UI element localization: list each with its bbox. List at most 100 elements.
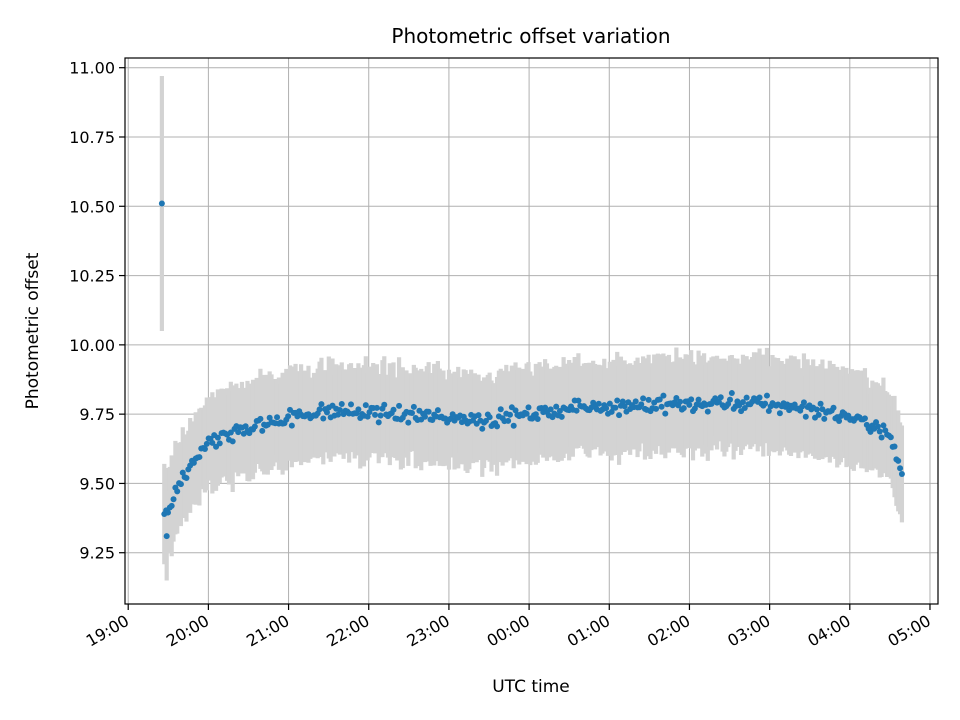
data-point bbox=[762, 400, 769, 407]
data-point bbox=[743, 394, 750, 401]
data-point bbox=[512, 407, 519, 414]
data-point bbox=[486, 414, 493, 421]
data-point bbox=[285, 413, 292, 420]
data-point bbox=[704, 408, 711, 415]
data-point bbox=[479, 425, 486, 432]
data-point bbox=[656, 396, 663, 403]
data-point bbox=[336, 406, 343, 413]
data-point bbox=[323, 409, 330, 416]
data-point bbox=[612, 404, 619, 411]
data-point bbox=[532, 411, 539, 418]
data-point bbox=[836, 417, 843, 424]
data-point bbox=[800, 399, 807, 406]
data-point bbox=[802, 413, 809, 420]
data-point bbox=[813, 406, 820, 413]
data-point bbox=[259, 427, 266, 434]
data-point bbox=[505, 417, 512, 424]
data-point bbox=[688, 396, 695, 403]
data-point bbox=[653, 405, 660, 412]
data-point bbox=[274, 414, 281, 421]
y-axis-ticks: 9.25 9.50 9.75 10.00 10.25 10.50 10.75 11.00 bbox=[69, 59, 125, 563]
data-point bbox=[638, 401, 645, 408]
data-point bbox=[288, 422, 295, 429]
data-point bbox=[726, 396, 733, 403]
data-point bbox=[410, 403, 417, 410]
data-point bbox=[595, 400, 602, 407]
plot-frame bbox=[124, 57, 939, 605]
y-tick-label: 10.00 bbox=[69, 336, 115, 355]
data-point bbox=[158, 200, 165, 207]
data-point bbox=[815, 411, 822, 418]
data-point bbox=[874, 423, 881, 430]
y-tick-label: 9.50 bbox=[79, 474, 115, 493]
data-point bbox=[821, 415, 828, 422]
data-point bbox=[497, 406, 504, 413]
data-point bbox=[209, 439, 216, 446]
data-point bbox=[381, 401, 388, 408]
data-point bbox=[174, 488, 181, 495]
data-point bbox=[575, 397, 582, 404]
data-point bbox=[320, 415, 327, 422]
data-point bbox=[183, 475, 190, 482]
data-point bbox=[482, 417, 489, 424]
data-point bbox=[434, 407, 441, 414]
data-point bbox=[421, 413, 428, 420]
chart-title: Photometric offset variation bbox=[391, 24, 670, 48]
y-tick-label: 9.25 bbox=[79, 544, 115, 563]
data-point bbox=[765, 408, 772, 415]
data-point bbox=[776, 410, 783, 417]
y-axis-label: Photometric offset bbox=[23, 252, 43, 409]
data-point bbox=[880, 422, 887, 429]
data-point bbox=[614, 397, 621, 404]
data-point bbox=[405, 419, 412, 426]
data-point bbox=[616, 412, 623, 419]
data-point bbox=[168, 502, 175, 509]
data-point bbox=[377, 412, 384, 419]
data-point bbox=[686, 401, 693, 408]
data-point bbox=[662, 410, 669, 417]
data-point bbox=[573, 407, 580, 414]
data-point bbox=[203, 440, 210, 447]
data-point bbox=[756, 394, 763, 401]
data-points bbox=[158, 200, 905, 540]
data-point bbox=[673, 394, 680, 401]
data-point bbox=[164, 509, 171, 516]
data-point bbox=[542, 404, 549, 411]
x-gridlines bbox=[127, 58, 931, 604]
data-point bbox=[763, 392, 770, 399]
y-tick-label: 10.75 bbox=[69, 128, 115, 147]
data-point bbox=[373, 404, 380, 411]
plot-area bbox=[125, 58, 938, 604]
data-point bbox=[201, 445, 208, 452]
data-point bbox=[660, 392, 667, 399]
data-point bbox=[861, 415, 868, 422]
data-point bbox=[163, 533, 170, 540]
data-point bbox=[266, 414, 273, 421]
data-point bbox=[534, 415, 541, 422]
data-point bbox=[739, 399, 746, 406]
data-point bbox=[355, 406, 362, 413]
data-point bbox=[525, 404, 532, 411]
data-point bbox=[242, 423, 249, 430]
data-point bbox=[396, 402, 403, 409]
data-point bbox=[362, 402, 369, 409]
y-tick-label: 11.00 bbox=[69, 59, 115, 78]
data-point bbox=[229, 438, 236, 445]
data-point bbox=[227, 429, 234, 436]
data-point bbox=[717, 394, 724, 401]
data-point bbox=[640, 395, 647, 402]
data-point bbox=[695, 396, 702, 403]
data-point bbox=[606, 400, 613, 407]
data-point bbox=[348, 401, 355, 408]
data-point bbox=[680, 405, 687, 412]
data-point bbox=[876, 428, 883, 435]
data-point bbox=[897, 465, 904, 472]
data-point bbox=[619, 398, 626, 405]
data-point bbox=[558, 413, 565, 420]
data-point bbox=[257, 415, 264, 422]
x-axis-label: UTC time bbox=[492, 677, 570, 697]
data-point bbox=[887, 434, 894, 441]
data-point bbox=[494, 423, 501, 430]
data-point bbox=[196, 454, 203, 461]
